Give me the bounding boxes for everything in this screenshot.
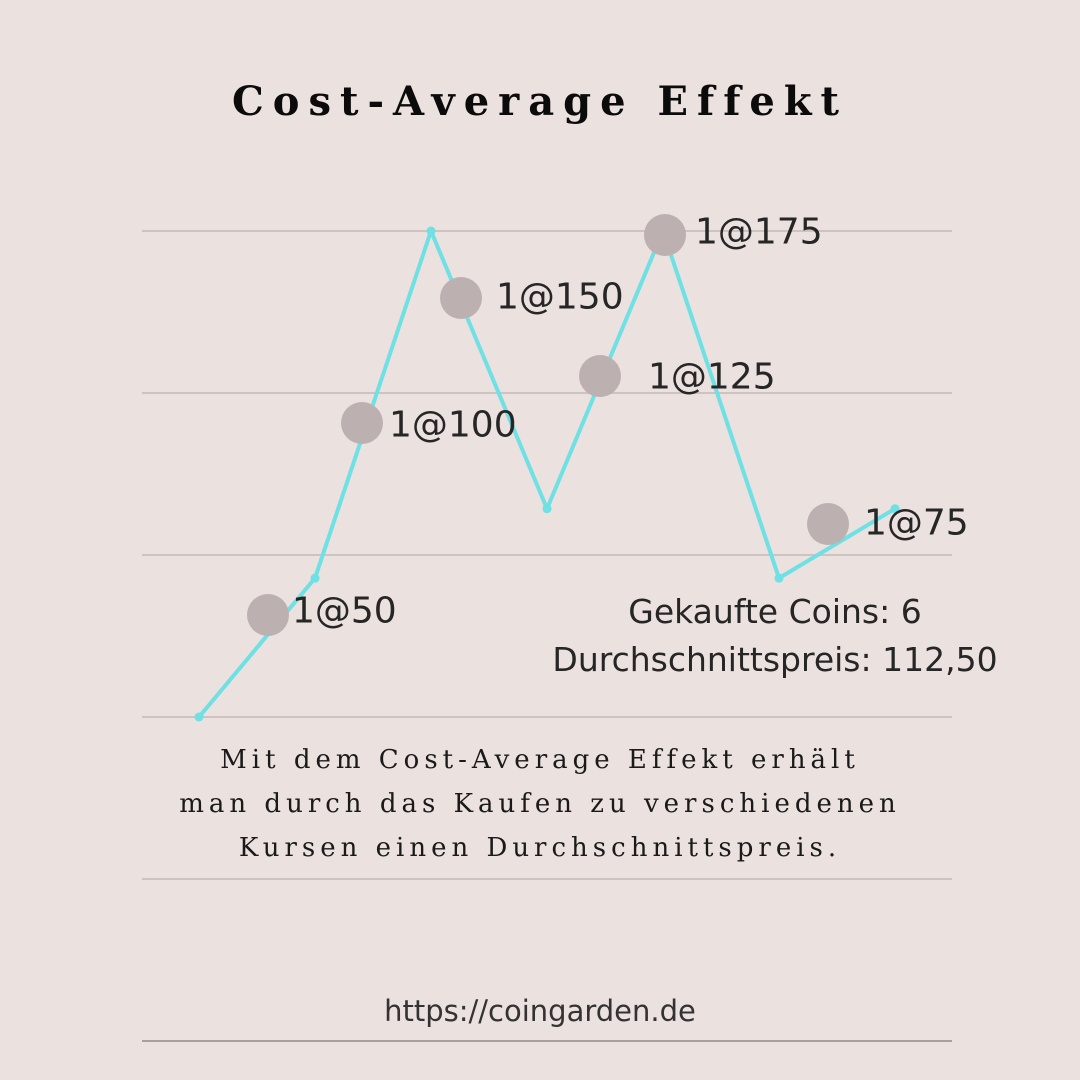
line-vertex (310, 573, 320, 583)
purchase-label: 1@75 (864, 503, 969, 544)
line-vertex (426, 226, 436, 236)
purchase-label: 1@100 (389, 405, 517, 446)
divider-line (142, 878, 952, 880)
description: Mit dem Cost-Average Effekt erhält man d… (0, 738, 1080, 870)
description-line-3: Kursen einen Durchschnittspreis. (238, 833, 842, 863)
purchase-marker (807, 503, 849, 545)
summary-box: Gekaufte Coins: 6 Durchschnittspreis: 11… (520, 588, 1030, 684)
line-vertex (890, 504, 900, 514)
purchase-marker (644, 214, 686, 256)
line-vertex (774, 573, 784, 583)
footer-divider (142, 1040, 952, 1042)
coins-bought-text: Gekaufte Coins: 6 (628, 592, 922, 631)
line-vertex (194, 712, 204, 722)
purchase-marker (440, 277, 482, 319)
purchase-label: 1@150 (496, 277, 624, 318)
description-line-2: man durch das Kaufen zu verschiedenen (179, 789, 901, 819)
average-price-text: Durchschnittspreis: 112,50 (552, 640, 998, 679)
purchase-label: 1@50 (292, 591, 397, 632)
purchase-marker (341, 402, 383, 444)
line-vertex (542, 504, 552, 514)
purchase-marker (579, 355, 621, 397)
purchase-label: 1@175 (695, 212, 823, 253)
website-link[interactable]: https://coingarden.de (384, 994, 696, 1028)
chart-title: Cost-Average Effekt (231, 78, 849, 125)
purchase-marker (247, 594, 289, 636)
description-line-1: Mit dem Cost-Average Effekt erhält (220, 745, 860, 775)
purchase-label: 1@125 (648, 357, 776, 398)
